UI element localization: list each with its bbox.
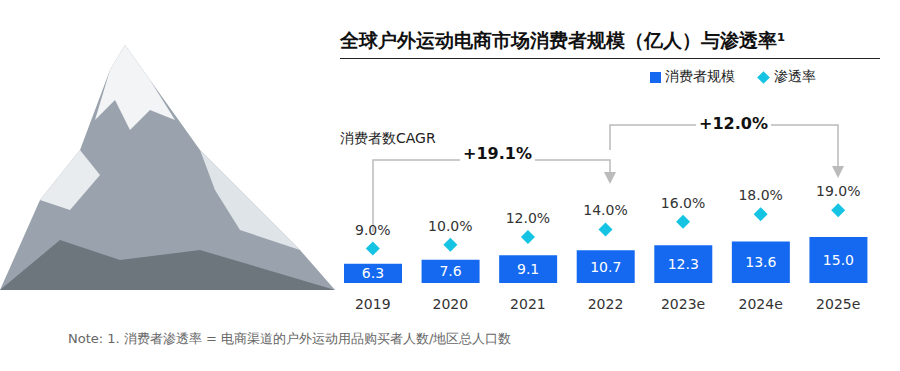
svg-text:9.1: 9.1: [517, 261, 539, 277]
svg-text:2021: 2021: [510, 296, 546, 312]
svg-text:2022: 2022: [588, 296, 624, 312]
svg-text:2020: 2020: [433, 296, 469, 312]
svg-text:10.0%: 10.0%: [428, 218, 472, 234]
svg-text:2024e: 2024e: [739, 296, 783, 312]
html-text:消费者规模: 消费者规模: [665, 68, 735, 84]
html-text:渗透率: 渗透率: [774, 68, 816, 84]
svg-text:19.0%: 19.0%: [816, 183, 860, 199]
svg-text:9.0%: 9.0%: [355, 222, 391, 238]
svg-text:7.6: 7.6: [439, 263, 461, 279]
svg-text:18.0%: 18.0%: [738, 187, 782, 203]
html-text:+19.1%: +19.1%: [463, 144, 532, 163]
svg-text:15.0: 15.0: [823, 252, 854, 268]
html-text:+12.0%: +12.0%: [699, 114, 768, 133]
html-text:全球户外运动电商市场消费者规模（亿人）与渗透率¹: 全球户外运动电商市场消费者规模（亿人）与渗透率¹: [340, 29, 786, 51]
svg-text:6.3: 6.3: [362, 265, 384, 281]
svg-text:2019: 2019: [355, 296, 391, 312]
svg-text:16.0%: 16.0%: [661, 195, 705, 211]
html-text:Note: 1. 消费者渗透率 = 电商渠道的户外运动用品购: Note: 1. 消费者渗透率 = 电商渠道的户外运动用品购买者人数/地区总人口…: [68, 331, 512, 346]
svg-text:12.3: 12.3: [668, 256, 699, 272]
svg-text:12.0%: 12.0%: [506, 210, 550, 226]
svg-text:13.6: 13.6: [745, 254, 776, 270]
svg-text:14.0%: 14.0%: [583, 202, 627, 218]
svg-text:2025e: 2025e: [816, 296, 860, 312]
html-text:消费者数CAGR: 消费者数CAGR: [340, 130, 436, 146]
svg-text:10.7: 10.7: [590, 259, 621, 275]
svg-text:2023e: 2023e: [661, 296, 705, 312]
